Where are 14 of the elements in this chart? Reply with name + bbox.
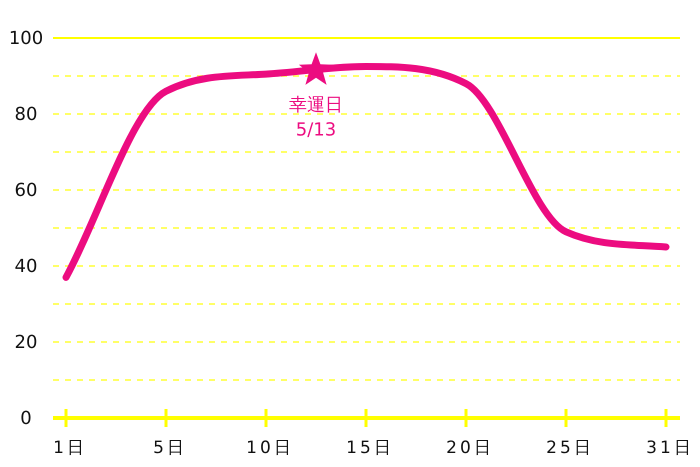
y-tick-label: 20 bbox=[14, 332, 38, 353]
annotation: 幸運日 5/13 bbox=[289, 94, 343, 140]
x-tick-label: 15日 bbox=[346, 438, 394, 458]
y-tick-label: 100 bbox=[8, 28, 44, 49]
x-tick-label: 25日 bbox=[546, 438, 594, 458]
y-tick-label: 0 bbox=[20, 408, 32, 429]
y-tick-label: 60 bbox=[14, 180, 38, 201]
x-tick-label: 10日 bbox=[246, 438, 294, 458]
y-tick-label: 80 bbox=[14, 104, 38, 125]
x-tick-label: 1日 bbox=[53, 438, 87, 458]
y-tick-label: 40 bbox=[14, 256, 38, 277]
x-tick-label: 5日 bbox=[153, 438, 187, 458]
x-tick-label: 31日 bbox=[646, 438, 694, 458]
x-tick-label: 20日 bbox=[446, 438, 494, 458]
